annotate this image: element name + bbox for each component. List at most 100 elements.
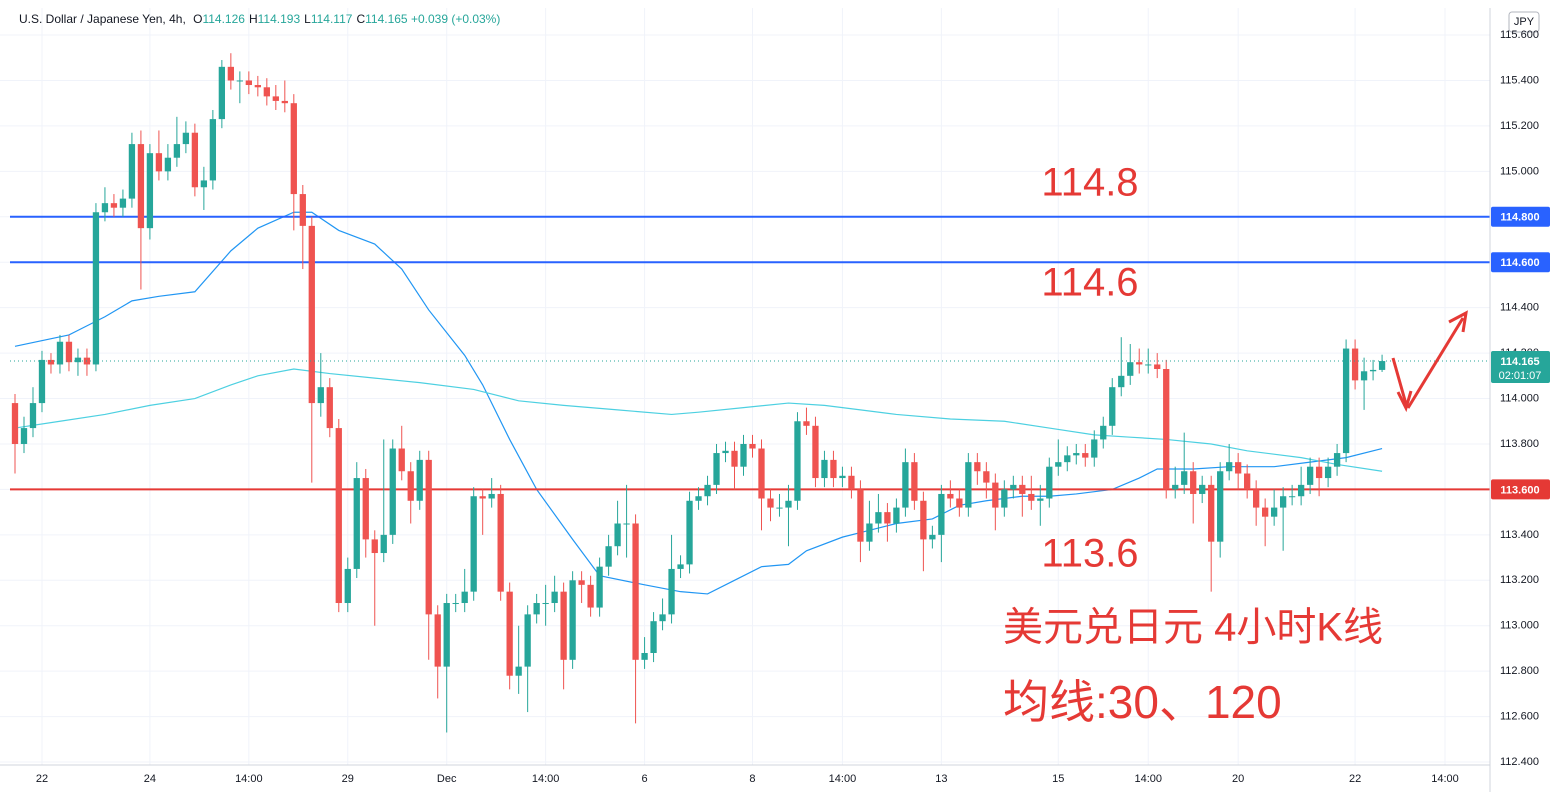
candle-body (461, 591, 468, 604)
candle-body (542, 603, 549, 605)
symbol: U.S. Dollar / Japanese Yen, 4h, (19, 12, 186, 26)
candle-body (686, 500, 693, 565)
annotation: 113.6 (1041, 532, 1138, 576)
currency-box[interactable] (1508, 11, 1540, 33)
candle-body (677, 564, 684, 569)
candle-body (326, 387, 333, 429)
ohlc-values: O114.126 H114.193 L114.117 C114.165 (189, 12, 407, 26)
y-tick-label: 112.400 (1500, 756, 1539, 768)
ohlc-key: O (193, 12, 203, 26)
arrow-down (1391, 357, 1408, 405)
candle-body (173, 144, 181, 158)
moving-average (14, 211, 1383, 595)
candle-body (1100, 425, 1107, 440)
x-tick-label: 14:00 (1134, 773, 1162, 785)
y-tick-label: 113.000 (1500, 620, 1539, 632)
candle-body (281, 100, 288, 104)
plot (10, 53, 1490, 733)
candle-body (569, 580, 576, 660)
candle-body (1064, 455, 1071, 463)
candle-body (740, 443, 747, 467)
y-tick-label: 115.600 (1500, 29, 1539, 41)
candle-body (20, 428, 28, 444)
candle-body (335, 428, 342, 604)
candle-body (776, 507, 783, 509)
candle-body (308, 225, 315, 404)
candle-body (668, 568, 675, 615)
grid (0, 8, 1490, 765)
arrow-head (1448, 310, 1468, 333)
candle-body (218, 66, 226, 120)
candle-body (785, 500, 792, 508)
x-tick-label: 13 (935, 773, 947, 785)
candle-body (1073, 453, 1080, 456)
annotation: 美元兑日元 4小时K线 (1003, 606, 1383, 650)
candle-body (209, 119, 217, 181)
candle-body (551, 591, 558, 604)
candle-body (1217, 471, 1224, 542)
candle-body (731, 450, 738, 467)
candle-body (857, 489, 864, 542)
candle-body (1270, 507, 1278, 517)
candle-body (1082, 453, 1089, 458)
last-price-label: 114.165 (1500, 356, 1539, 368)
candle-body (101, 203, 109, 213)
candle-body (974, 462, 981, 472)
candle-body (1163, 369, 1170, 490)
candle-body (1001, 489, 1008, 508)
candle-body (470, 496, 477, 592)
candle-body (290, 103, 297, 195)
x-tick-label: 14:00 (1431, 773, 1459, 785)
y-tick-label: 115.400 (1500, 74, 1539, 86)
candle-body (1351, 348, 1359, 381)
annotation: 均线:30、120 (1003, 676, 1282, 728)
candle-body (794, 421, 801, 501)
symbol-header: U.S. Dollar / Japanese Yen, 4h, O114.126… (19, 12, 500, 26)
candle-body (767, 498, 774, 508)
ohlc-value: 114.126 (202, 12, 245, 26)
candle-body (641, 652, 648, 660)
candle-body (425, 459, 432, 615)
candle-body (299, 194, 306, 226)
candle-body (1279, 496, 1287, 508)
candle-body (371, 539, 378, 554)
candle-body (1244, 473, 1251, 490)
candle-body (713, 453, 720, 485)
candle-body (965, 462, 972, 508)
candle-body (614, 523, 621, 547)
candle-body (596, 566, 603, 608)
candle-body (254, 85, 261, 88)
candle-body (704, 484, 711, 497)
last-price-tag (1491, 351, 1550, 384)
candle-body (821, 459, 828, 479)
level-tag-label: 114.600 (1500, 257, 1539, 269)
candle-body (749, 443, 756, 449)
x-tick-label: 24 (144, 773, 156, 785)
candle-body (1235, 462, 1242, 474)
candle-body (1342, 348, 1350, 454)
candle-body (623, 523, 630, 525)
candle-body (1306, 466, 1314, 485)
candle-body (1297, 484, 1305, 497)
candle-body (1154, 364, 1161, 370)
candle-body (29, 403, 37, 429)
candle-body (1037, 498, 1044, 501)
level-tag-label: 114.800 (1500, 212, 1539, 224)
candle-body (1019, 484, 1026, 494)
candle-body (983, 471, 990, 483)
candle-body (848, 475, 855, 490)
candle-body (380, 534, 387, 554)
arrow-head (1396, 390, 1413, 413)
y-tick-label: 113.400 (1500, 529, 1539, 541)
ohlc-key: H (248, 12, 258, 26)
x-tick-label: 15 (1052, 773, 1064, 785)
candle-body (587, 584, 594, 608)
candle-body (992, 482, 999, 508)
candle-body (830, 459, 837, 479)
annotation-arrows (1391, 310, 1468, 413)
x-tick-label: 14:00 (235, 773, 263, 785)
moving-average (14, 368, 1383, 472)
candle-body (506, 591, 513, 676)
